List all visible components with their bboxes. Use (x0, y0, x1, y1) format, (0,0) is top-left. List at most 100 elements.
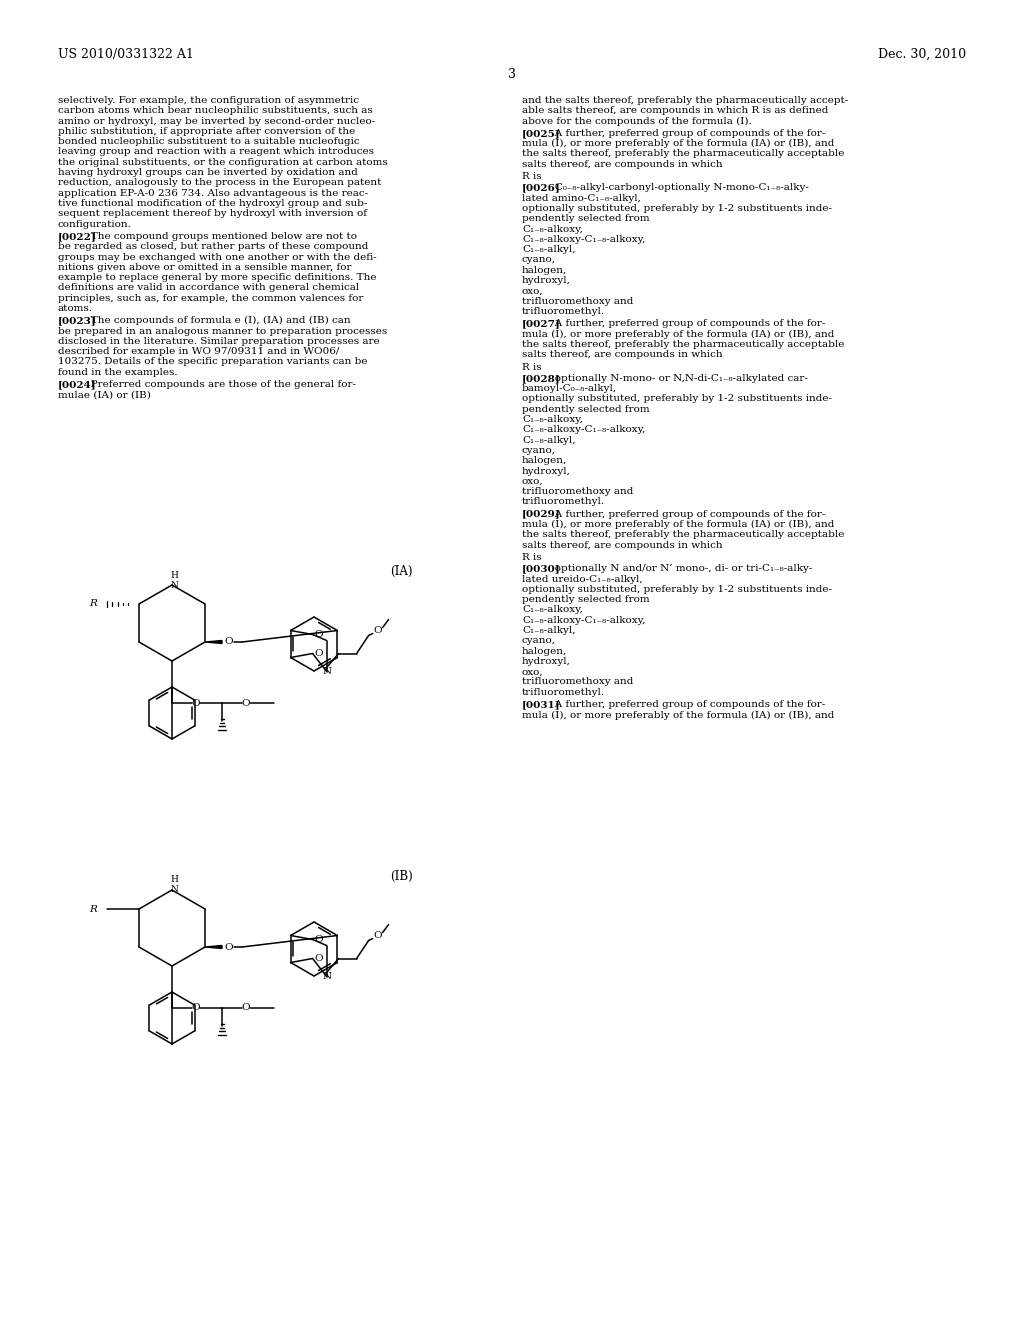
Text: The compounds of formula e (I), (IA) and (IB) can: The compounds of formula e (I), (IA) and… (81, 317, 351, 326)
Text: configuration.: configuration. (58, 219, 132, 228)
Text: R: R (89, 599, 97, 609)
Text: carbon atoms which bear nucleophilic substituents, such as: carbon atoms which bear nucleophilic sub… (58, 107, 373, 115)
Text: R is: R is (522, 363, 542, 371)
Text: mula (I), or more preferably of the formula (IA) or (IB), and: mula (I), or more preferably of the form… (522, 520, 835, 529)
Text: leaving group and reaction with a reagent which introduces: leaving group and reaction with a reagen… (58, 148, 374, 157)
Text: C₁₋₈-alkyl,: C₁₋₈-alkyl, (522, 246, 575, 255)
Text: O: O (224, 942, 233, 952)
Text: A further, preferred group of compounds of the for-: A further, preferred group of compounds … (546, 129, 825, 137)
Text: C₁₋₈-alkoxy,: C₁₋₈-alkoxy, (522, 414, 583, 424)
Text: found in the examples.: found in the examples. (58, 368, 177, 376)
Polygon shape (205, 945, 222, 949)
Text: hydroxyl,: hydroxyl, (522, 466, 570, 475)
Text: principles, such as, for example, the common valences for: principles, such as, for example, the co… (58, 294, 364, 302)
Text: halogen,: halogen, (522, 265, 567, 275)
Text: pendently selected from: pendently selected from (522, 214, 649, 223)
Text: optionally substituted, preferably by 1-2 substituents inde-: optionally substituted, preferably by 1-… (522, 205, 831, 213)
Text: mula (I), or more preferably of the formula (IA) or (IB), and: mula (I), or more preferably of the form… (522, 139, 835, 148)
Text: (IB): (IB) (390, 870, 413, 883)
Text: cyano,: cyano, (522, 446, 556, 455)
Text: Preferred compounds are those of the general for-: Preferred compounds are those of the gen… (81, 380, 356, 389)
Text: amino or hydroxyl, may be inverted by second-order nucleo-: amino or hydroxyl, may be inverted by se… (58, 116, 375, 125)
Text: C₁₋₈-alkoxy-C₁₋₈-alkoxy,: C₁₋₈-alkoxy-C₁₋₈-alkoxy, (522, 615, 645, 624)
Text: C₁₋₈-alkoxy-C₁₋₈-alkoxy,: C₁₋₈-alkoxy-C₁₋₈-alkoxy, (522, 425, 645, 434)
Text: lated ureido-C₁₋₈-alkyl,: lated ureido-C₁₋₈-alkyl, (522, 574, 643, 583)
Text: above for the compounds of the formula (I).: above for the compounds of the formula (… (522, 116, 752, 125)
Text: [0025]: [0025] (522, 129, 560, 137)
Text: sequent replacement thereof by hydroxyl with inversion of: sequent replacement thereof by hydroxyl … (58, 210, 367, 218)
Text: O: O (314, 630, 323, 639)
Text: halogen,: halogen, (522, 647, 567, 656)
Text: R is: R is (522, 172, 542, 181)
Text: R is: R is (522, 553, 542, 562)
Text: [0030]: [0030] (522, 564, 560, 573)
Text: cyano,: cyano, (522, 636, 556, 645)
Text: optionally substituted, preferably by 1-2 substituents inde-: optionally substituted, preferably by 1-… (522, 395, 831, 404)
Text: trifluoromethoxy and: trifluoromethoxy and (522, 297, 634, 306)
Text: A further, preferred group of compounds of the for-: A further, preferred group of compounds … (546, 700, 825, 709)
Polygon shape (205, 640, 222, 644)
Text: [0022]: [0022] (58, 232, 96, 242)
Text: trifluoromethyl.: trifluoromethyl. (522, 308, 605, 315)
Text: O: O (224, 638, 233, 647)
Text: [0027]: [0027] (522, 319, 561, 329)
Text: be prepared in an analogous manner to preparation processes: be prepared in an analogous manner to pr… (58, 326, 387, 335)
Text: N: N (323, 667, 331, 676)
Text: optionally N and/or N’ mono-, di- or tri-C₁₋₈-alky-: optionally N and/or N’ mono-, di- or tri… (546, 564, 813, 573)
Text: trifluoromethoxy and: trifluoromethoxy and (522, 677, 634, 686)
Text: bamoyl-C₀₋₈-alkyl,: bamoyl-C₀₋₈-alkyl, (522, 384, 617, 393)
Text: O: O (314, 649, 323, 657)
Text: C₁₋₈-alkyl,: C₁₋₈-alkyl, (522, 626, 575, 635)
Text: N: N (170, 581, 178, 590)
Text: the original substituents, or the configuration at carbon atoms: the original substituents, or the config… (58, 158, 388, 166)
Text: atoms.: atoms. (58, 304, 93, 313)
Text: C₀₋₈-alkyl-carbonyl-optionally N-mono-C₁₋₈-alky-: C₀₋₈-alkyl-carbonyl-optionally N-mono-C₁… (546, 183, 809, 193)
Text: salts thereof, are compounds in which: salts thereof, are compounds in which (522, 350, 723, 359)
Text: O: O (242, 698, 250, 708)
Text: H: H (170, 570, 178, 579)
Text: optionally N-mono- or N,N-di-C₁₋₈-alkylated car-: optionally N-mono- or N,N-di-C₁₋₈-alkyla… (546, 374, 808, 383)
Text: C₁₋₈-alkoxy,: C₁₋₈-alkoxy, (522, 224, 583, 234)
Text: lated amino-C₁₋₈-alkyl,: lated amino-C₁₋₈-alkyl, (522, 194, 641, 203)
Text: [0031]: [0031] (522, 700, 560, 709)
Text: described for example in WO 97/09311 and in WO06/: described for example in WO 97/09311 and… (58, 347, 339, 356)
Text: US 2010/0331322 A1: US 2010/0331322 A1 (58, 48, 194, 61)
Text: cyano,: cyano, (522, 256, 556, 264)
Text: O: O (191, 698, 201, 708)
Text: salts thereof, are compounds in which: salts thereof, are compounds in which (522, 541, 723, 549)
Text: A further, preferred group of compounds of the for-: A further, preferred group of compounds … (546, 319, 825, 329)
Text: C₁₋₈-alkoxy-C₁₋₈-alkoxy,: C₁₋₈-alkoxy-C₁₋₈-alkoxy, (522, 235, 645, 244)
Text: 103275. Details of the specific preparation variants can be: 103275. Details of the specific preparat… (58, 358, 368, 367)
Text: mula (I), or more preferably of the formula (IA) or (IB), and: mula (I), or more preferably of the form… (522, 710, 835, 719)
Text: O: O (191, 1003, 201, 1012)
Text: mula (I), or more preferably of the formula (IA) or (IB), and: mula (I), or more preferably of the form… (522, 330, 835, 339)
Text: O: O (314, 954, 323, 964)
Text: O: O (374, 626, 382, 635)
Text: trifluoromethyl.: trifluoromethyl. (522, 688, 605, 697)
Text: Dec. 30, 2010: Dec. 30, 2010 (878, 48, 966, 61)
Text: oxo,: oxo, (522, 477, 544, 486)
Text: having hydroxyl groups can be inverted by oxidation and: having hydroxyl groups can be inverted b… (58, 168, 357, 177)
Text: reduction, analogously to the process in the European patent: reduction, analogously to the process in… (58, 178, 381, 187)
Text: selectively. For example, the configuration of asymmetric: selectively. For example, the configurat… (58, 96, 359, 106)
Text: [0026]: [0026] (522, 183, 561, 193)
Text: N: N (170, 886, 178, 895)
Text: The compound groups mentioned below are not to: The compound groups mentioned below are … (81, 232, 357, 242)
Text: A further, preferred group of compounds of the for-: A further, preferred group of compounds … (546, 510, 825, 519)
Text: example to replace general by more specific definitions. The: example to replace general by more speci… (58, 273, 377, 282)
Text: [0023]: [0023] (58, 317, 96, 325)
Text: trifluoromethoxy and: trifluoromethoxy and (522, 487, 634, 496)
Text: halogen,: halogen, (522, 457, 567, 465)
Text: pendently selected from: pendently selected from (522, 405, 649, 413)
Text: be regarded as closed, but rather parts of these compound: be regarded as closed, but rather parts … (58, 242, 369, 251)
Text: the salts thereof, preferably the pharmaceutically acceptable: the salts thereof, preferably the pharma… (522, 341, 845, 348)
Text: able salts thereof, are compounds in which R is as defined: able salts thereof, are compounds in whi… (522, 107, 828, 115)
Text: and the salts thereof, preferably the pharmaceutically accept-: and the salts thereof, preferably the ph… (522, 96, 848, 106)
Text: [0029]: [0029] (522, 510, 560, 519)
Text: trifluoromethyl.: trifluoromethyl. (522, 498, 605, 507)
Text: O: O (374, 931, 382, 940)
Text: C₁₋₈-alkyl,: C₁₋₈-alkyl, (522, 436, 575, 445)
Text: [0024]: [0024] (58, 380, 96, 389)
Text: R: R (89, 904, 97, 913)
Text: C₁₋₈-alkoxy,: C₁₋₈-alkoxy, (522, 606, 583, 614)
